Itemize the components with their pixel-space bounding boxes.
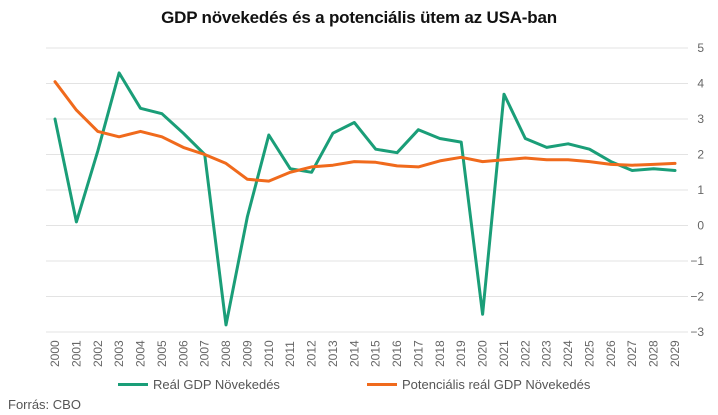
x-tick-label: 2018 <box>433 340 447 367</box>
series-lines <box>53 71 677 327</box>
legend-label-potential-gdp: Potenciális reál GDP Növekedés <box>402 377 591 392</box>
x-tick-label: 2015 <box>369 340 383 367</box>
x-tick-label: 2026 <box>604 340 618 367</box>
source-note: Forrás: CBO <box>8 397 81 412</box>
chart-title: GDP növekedés és a potenciális ütem az U… <box>161 8 557 27</box>
y-tick-label: −1 <box>690 254 704 268</box>
x-tick-label: 2019 <box>454 340 468 367</box>
x-tick-label: 2012 <box>305 340 319 367</box>
x-tick-label: 2009 <box>240 340 254 367</box>
x-tick-label: 2000 <box>48 340 62 367</box>
x-tick-label: 2023 <box>540 340 554 367</box>
x-tick-label: 2017 <box>411 340 425 367</box>
grid-lines <box>46 47 688 333</box>
y-tick-label: 5 <box>697 41 704 55</box>
x-tick-label: 2005 <box>155 340 169 367</box>
x-tick-label: 2014 <box>347 340 361 367</box>
x-tick-label: 2028 <box>647 340 661 367</box>
legend-swatch-potential-gdp <box>367 383 397 386</box>
y-tick-label: −3 <box>690 325 704 339</box>
y-tick-label: −2 <box>690 290 704 304</box>
x-tick-label: 2013 <box>326 340 340 367</box>
y-axis: 5 4 3 2 1 0 −1 −2 −3 <box>690 41 704 339</box>
legend-swatch-real-gdp <box>118 383 148 386</box>
x-tick-label: 2003 <box>112 340 126 367</box>
x-tick-label: 2027 <box>625 340 639 367</box>
y-tick-label: 4 <box>697 77 704 91</box>
x-tick-label: 2008 <box>219 340 233 367</box>
x-tick-label: 2002 <box>91 340 105 367</box>
y-tick-label: 3 <box>697 112 704 126</box>
x-tick-label: 2029 <box>668 340 682 367</box>
x-tick-label: 2010 <box>262 340 276 367</box>
y-tick-label: 0 <box>697 219 704 233</box>
x-tick-label: 2025 <box>582 340 596 367</box>
legend-item-real-gdp: Reál GDP Növekedés <box>118 377 280 392</box>
x-tick-label: 2020 <box>476 340 490 367</box>
x-tick-label: 2024 <box>561 340 575 367</box>
x-tick-label: 2022 <box>518 340 532 367</box>
series-line-real-gdp <box>53 71 677 327</box>
legend-label-real-gdp: Reál GDP Növekedés <box>153 377 280 392</box>
x-tick-label: 2001 <box>69 340 83 367</box>
x-tick-label: 2007 <box>198 340 212 367</box>
y-tick-label: 2 <box>697 148 704 162</box>
x-axis: 2000 2001 2002 2003 2004 2005 2006 2007 2008 2009… <box>48 340 682 367</box>
series-line-potential-gdp <box>53 80 677 183</box>
y-tick-label: 1 <box>697 183 704 197</box>
x-tick-label: 2006 <box>176 340 190 367</box>
x-tick-label: 2004 <box>134 340 148 367</box>
x-tick-label: 2016 <box>390 340 404 367</box>
x-tick-label: 2011 <box>283 341 297 367</box>
legend-item-potential-gdp: Potenciális reál GDP Növekedés <box>367 377 590 392</box>
x-tick-label: 2021 <box>497 340 511 367</box>
